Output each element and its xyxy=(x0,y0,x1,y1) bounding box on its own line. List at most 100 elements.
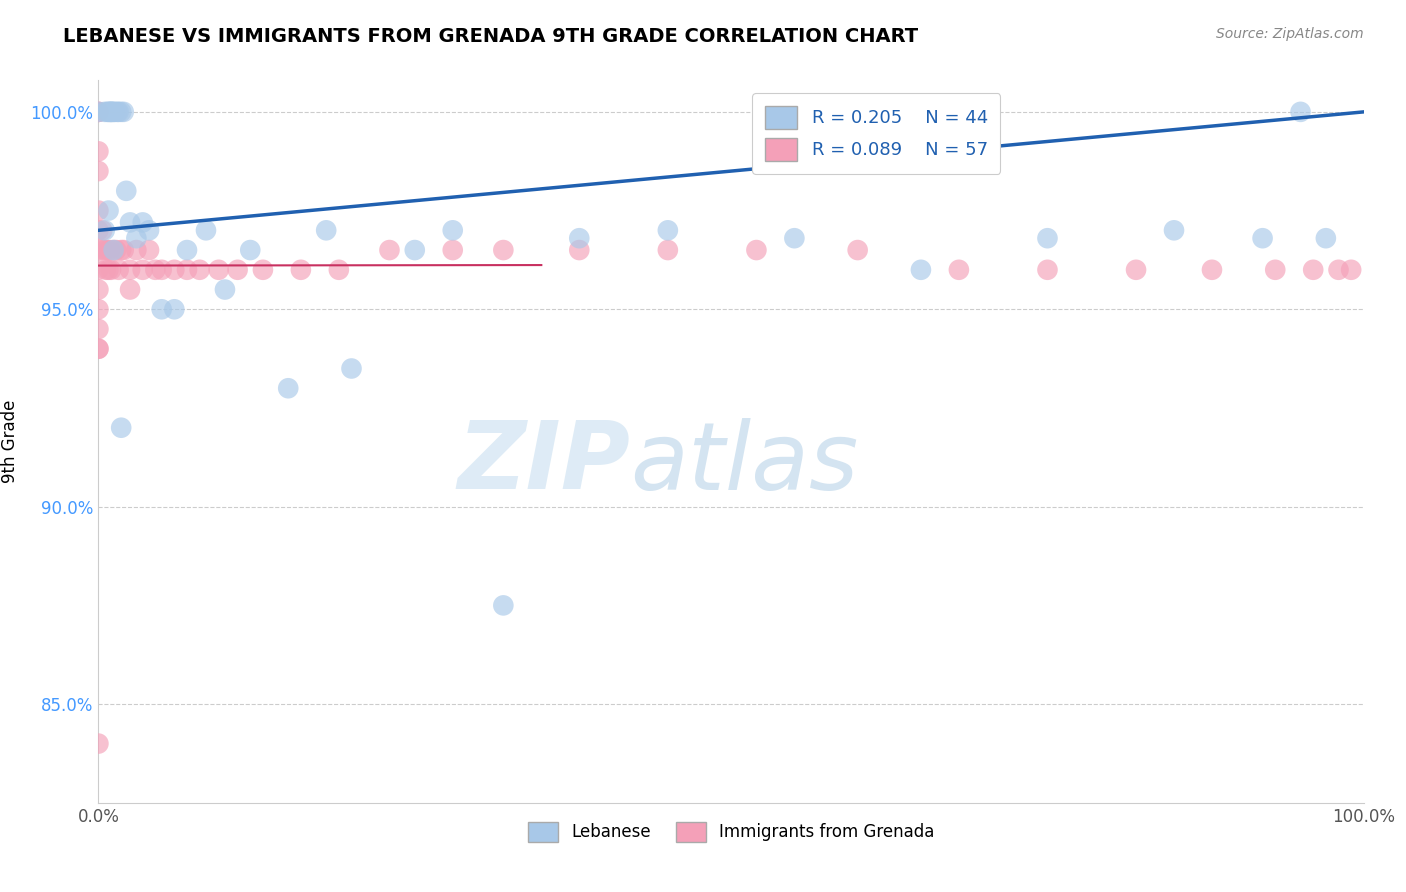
Point xyxy=(315,223,337,237)
Point xyxy=(100,104,122,119)
Point xyxy=(87,262,110,277)
Point xyxy=(1201,262,1223,277)
Point xyxy=(87,342,110,356)
Point xyxy=(492,599,515,613)
Point xyxy=(120,262,141,277)
Point xyxy=(1340,262,1362,277)
Point xyxy=(110,243,132,257)
Point xyxy=(378,243,401,257)
Point xyxy=(208,262,231,277)
Point xyxy=(120,283,141,297)
Point xyxy=(100,262,122,277)
Point xyxy=(176,262,198,277)
Point xyxy=(138,243,160,257)
Point xyxy=(93,243,117,257)
Point xyxy=(176,243,198,257)
Point xyxy=(97,262,120,277)
Point xyxy=(150,302,173,317)
Point xyxy=(112,104,135,119)
Point xyxy=(98,243,121,257)
Point xyxy=(1302,262,1324,277)
Point xyxy=(107,104,129,119)
Point xyxy=(441,243,464,257)
Point xyxy=(110,104,132,119)
Point xyxy=(104,104,127,119)
Point xyxy=(93,104,117,119)
Point xyxy=(1289,104,1312,119)
Point xyxy=(1036,262,1059,277)
Point xyxy=(783,231,806,245)
Y-axis label: 9th Grade: 9th Grade xyxy=(1,400,20,483)
Point xyxy=(87,322,110,336)
Point xyxy=(132,215,155,229)
Point xyxy=(1315,231,1337,245)
Point xyxy=(125,243,148,257)
Point xyxy=(98,104,121,119)
Point xyxy=(1125,262,1147,277)
Point xyxy=(120,215,141,229)
Point xyxy=(340,361,363,376)
Point xyxy=(188,262,211,277)
Point xyxy=(328,262,350,277)
Point xyxy=(96,243,118,257)
Point xyxy=(87,164,110,178)
Point xyxy=(1264,262,1286,277)
Point xyxy=(97,104,120,119)
Point xyxy=(226,262,249,277)
Point xyxy=(948,262,970,277)
Point xyxy=(1036,231,1059,245)
Point xyxy=(163,302,186,317)
Point xyxy=(87,145,110,159)
Point xyxy=(404,243,426,257)
Point xyxy=(103,104,125,119)
Point xyxy=(87,243,110,257)
Point xyxy=(87,283,110,297)
Point xyxy=(568,231,591,245)
Text: Source: ZipAtlas.com: Source: ZipAtlas.com xyxy=(1216,27,1364,41)
Point xyxy=(103,243,125,257)
Point xyxy=(93,223,117,237)
Point xyxy=(115,184,138,198)
Point xyxy=(492,243,515,257)
Point xyxy=(107,262,129,277)
Point xyxy=(87,342,110,356)
Point xyxy=(163,262,186,277)
Point xyxy=(87,302,110,317)
Point xyxy=(145,262,166,277)
Point xyxy=(91,223,114,237)
Point xyxy=(239,243,262,257)
Point xyxy=(87,223,110,237)
Point xyxy=(657,243,679,257)
Point xyxy=(1327,262,1350,277)
Point xyxy=(112,243,135,257)
Point xyxy=(214,283,236,297)
Point xyxy=(194,223,218,237)
Point xyxy=(101,104,124,119)
Point xyxy=(100,104,122,119)
Point xyxy=(138,223,160,237)
Point xyxy=(125,231,148,245)
Text: atlas: atlas xyxy=(630,417,858,508)
Point xyxy=(846,243,869,257)
Point xyxy=(87,104,110,119)
Point xyxy=(252,262,274,277)
Point xyxy=(97,203,120,218)
Point xyxy=(107,104,129,119)
Point xyxy=(1163,223,1185,237)
Point xyxy=(87,203,110,218)
Text: ZIP: ZIP xyxy=(457,417,630,509)
Point xyxy=(277,381,299,395)
Point xyxy=(87,737,110,751)
Point xyxy=(110,421,132,435)
Point xyxy=(105,243,128,257)
Text: LEBANESE VS IMMIGRANTS FROM GRENADA 9TH GRADE CORRELATION CHART: LEBANESE VS IMMIGRANTS FROM GRENADA 9TH … xyxy=(63,27,918,45)
Legend: Lebanese, Immigrants from Grenada: Lebanese, Immigrants from Grenada xyxy=(522,815,941,848)
Point xyxy=(1251,231,1274,245)
Point xyxy=(87,104,110,119)
Point xyxy=(568,243,591,257)
Point xyxy=(132,262,155,277)
Point xyxy=(96,104,118,119)
Point xyxy=(94,262,117,277)
Point xyxy=(93,243,115,257)
Point xyxy=(150,262,173,277)
